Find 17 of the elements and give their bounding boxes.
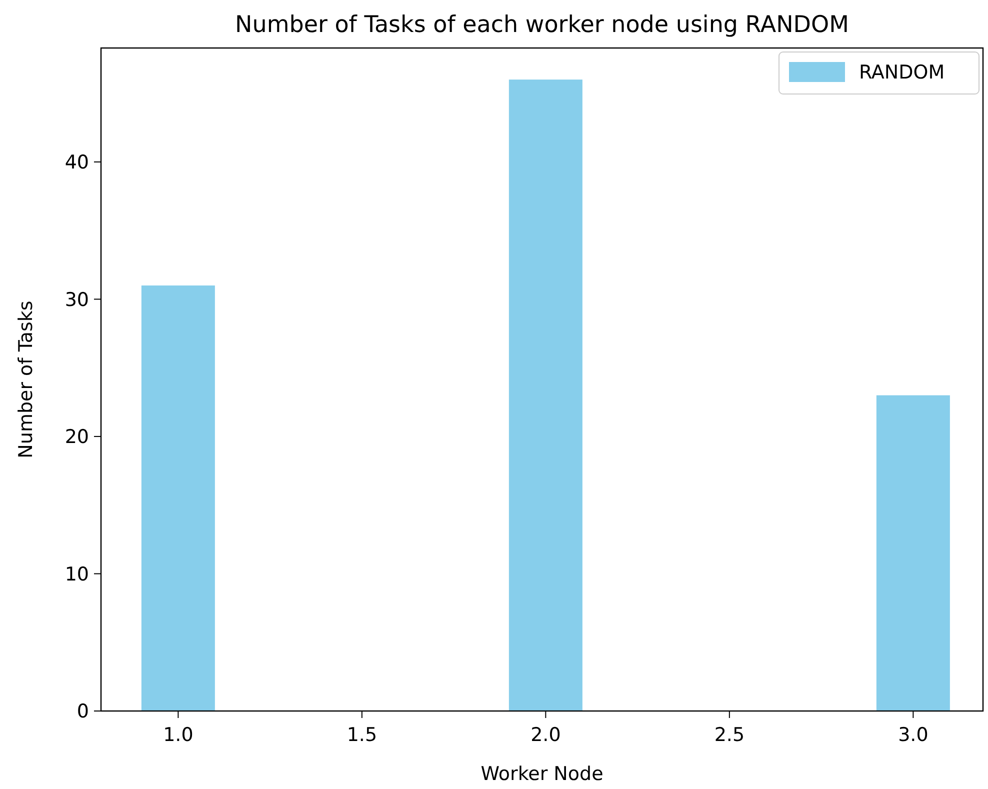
x-axis-title: Worker Node <box>480 763 604 785</box>
x-tick-label: 2.5 <box>714 724 745 746</box>
x-tick-label: 1.5 <box>346 724 378 746</box>
y-tick-label: 0 <box>76 700 89 723</box>
bar <box>876 395 950 711</box>
y-tick-label: 30 <box>64 288 89 311</box>
legend-label: RANDOM <box>859 62 945 84</box>
chart-title: Number of Tasks of each worker node using RANDOM <box>235 12 849 38</box>
bar <box>508 80 582 711</box>
y-axis-title: Number of Tasks <box>15 300 37 458</box>
bar <box>141 285 215 711</box>
x-tick-label: 1.0 <box>163 724 194 746</box>
y-tick-label: 20 <box>64 426 89 448</box>
x-tick-label: 3.0 <box>898 724 928 746</box>
y-tick-label: 40 <box>64 152 89 174</box>
x-tick-label: 2.0 <box>530 724 561 746</box>
y-tick-label: 10 <box>64 563 89 586</box>
